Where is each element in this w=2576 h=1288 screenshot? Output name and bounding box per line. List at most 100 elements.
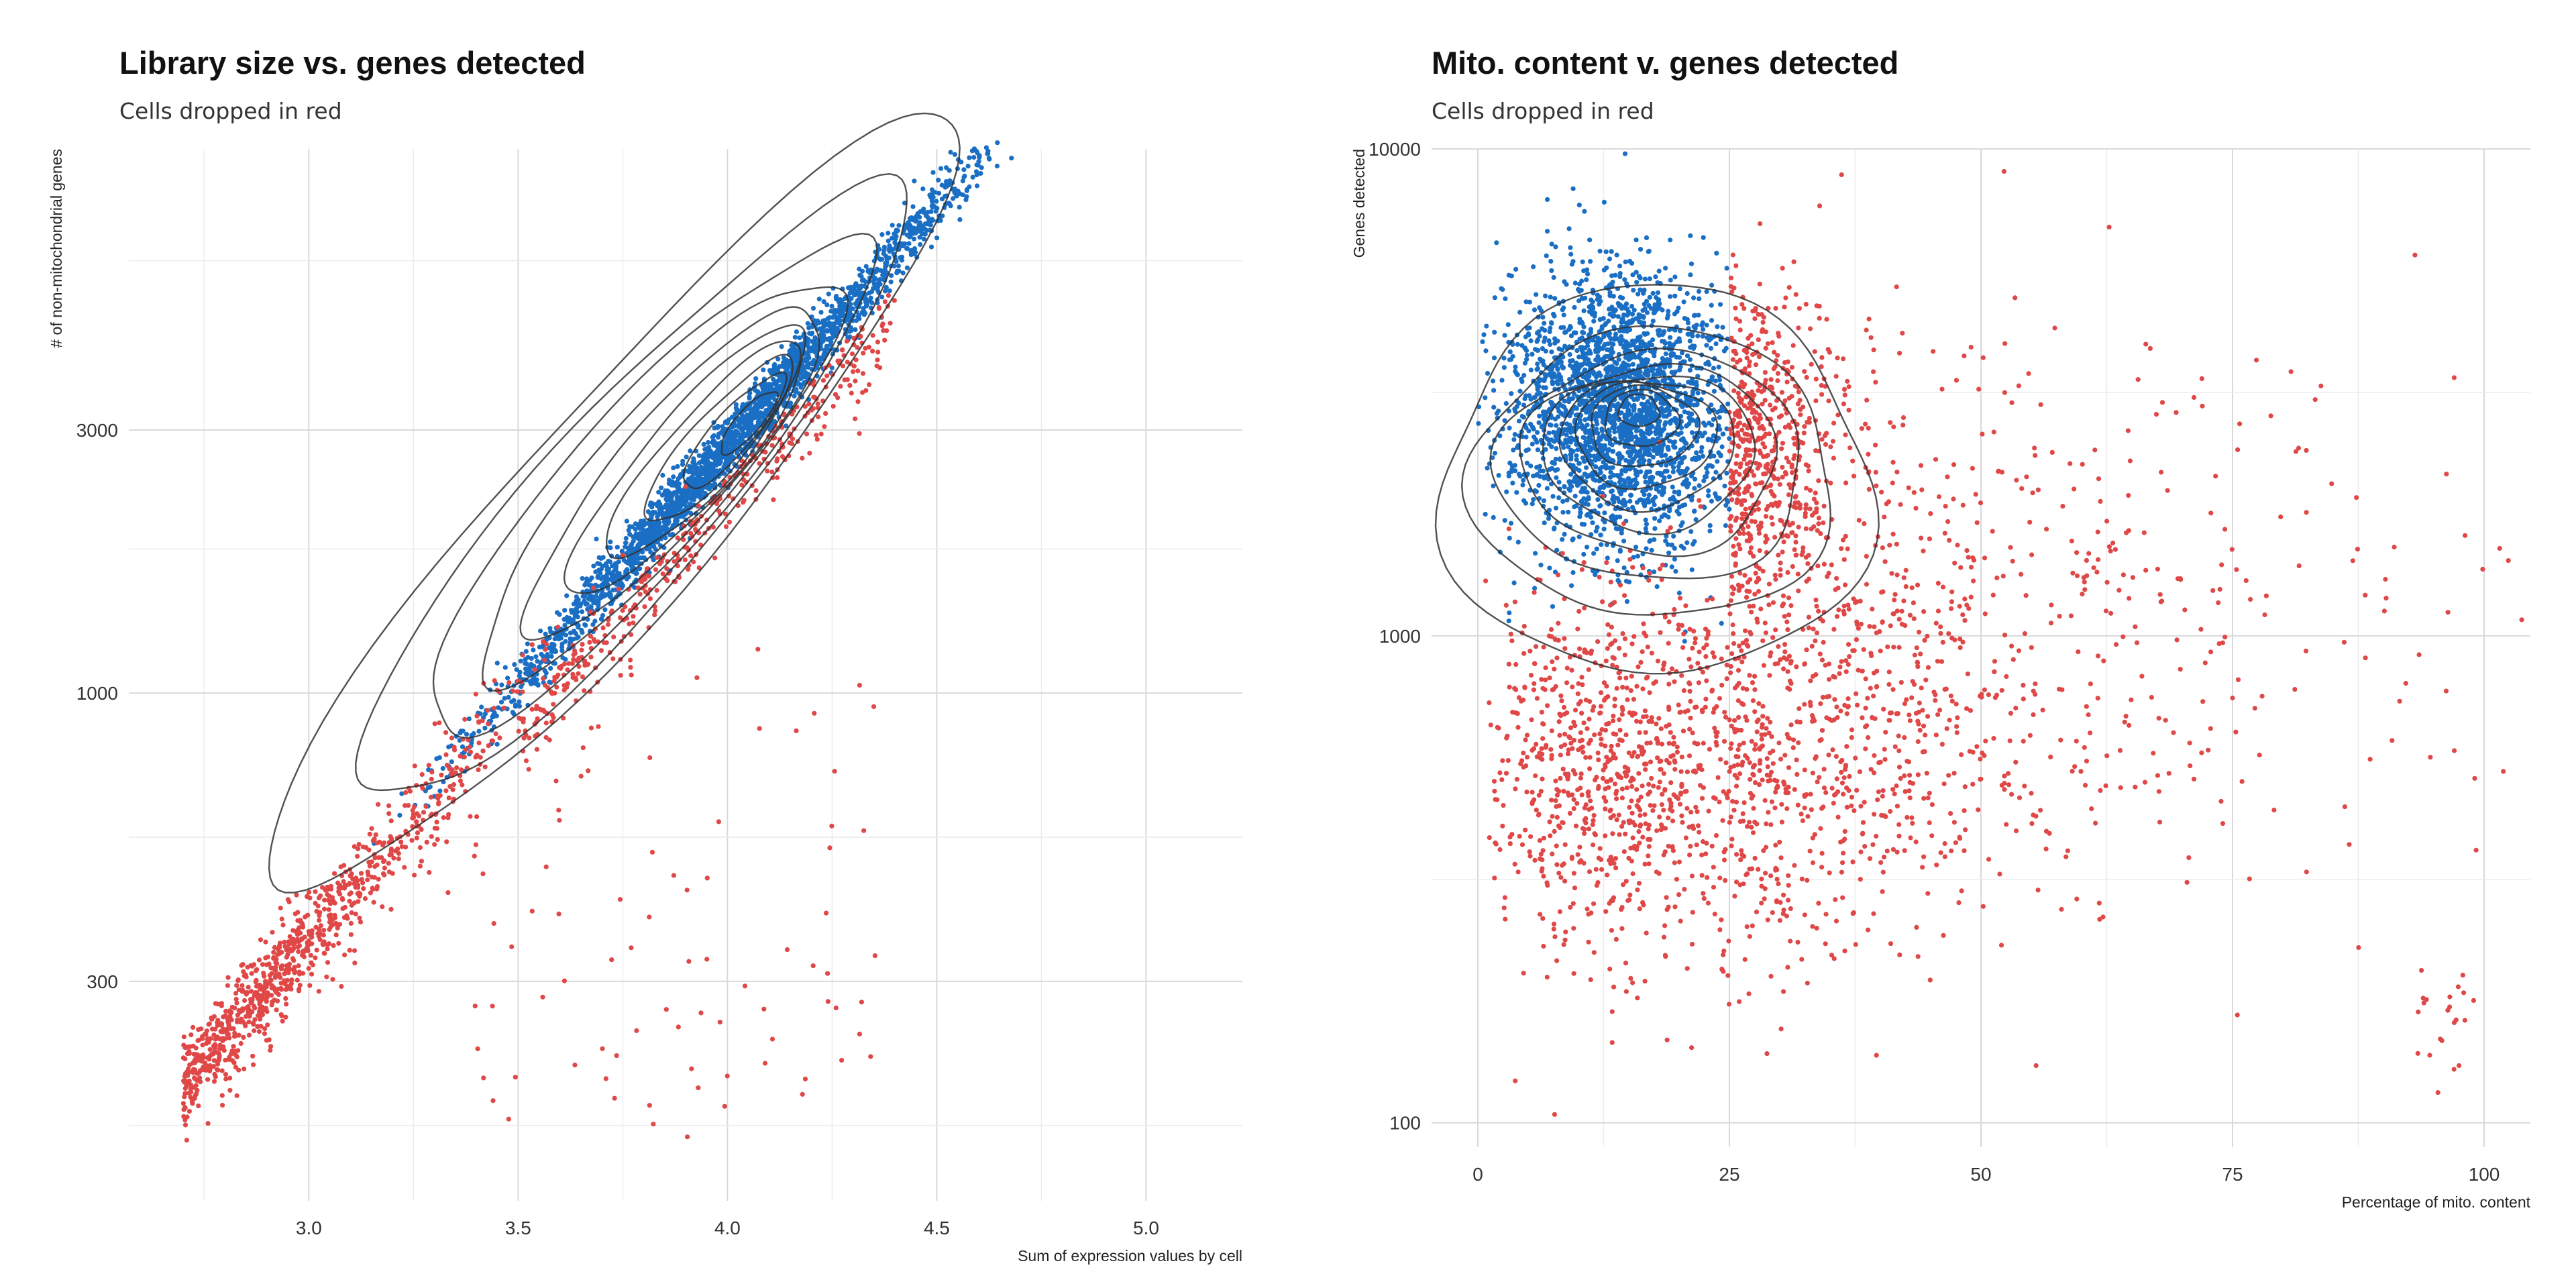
- data-point: [642, 604, 647, 610]
- data-point: [1717, 427, 1723, 432]
- data-point: [598, 648, 604, 653]
- data-point: [225, 983, 230, 988]
- data-point: [1509, 273, 1514, 278]
- data-point: [842, 377, 847, 382]
- data-point: [380, 859, 386, 865]
- data-point: [647, 1103, 652, 1108]
- data-point: [784, 423, 789, 429]
- data-point: [346, 881, 352, 887]
- data-point: [1480, 339, 1485, 344]
- data-point: [624, 519, 630, 524]
- data-point: [576, 663, 582, 669]
- data-point: [262, 973, 267, 979]
- data-point: [317, 918, 322, 923]
- data-point: [623, 540, 629, 545]
- data-point: [358, 919, 364, 924]
- data-point: [235, 1012, 240, 1018]
- data-point: [829, 303, 835, 309]
- data-point: [1485, 466, 1490, 471]
- data-point: [326, 907, 331, 912]
- data-point: [863, 297, 869, 302]
- data-point: [647, 596, 653, 602]
- data-point: [887, 288, 892, 294]
- data-point: [517, 699, 522, 704]
- data-point: [1492, 329, 1497, 335]
- data-point: [861, 312, 867, 317]
- data-point: [1524, 460, 1529, 466]
- data-point: [798, 376, 804, 382]
- data-point: [603, 1076, 608, 1081]
- data-point: [936, 191, 942, 196]
- data-point: [479, 704, 484, 710]
- data-point: [523, 671, 529, 676]
- data-point: [1517, 309, 1523, 315]
- data-point: [629, 632, 634, 637]
- data-point: [490, 1098, 496, 1104]
- data-point: [482, 764, 488, 769]
- data-point: [890, 247, 895, 252]
- data-point: [789, 441, 794, 447]
- data-point: [211, 1043, 217, 1049]
- data-point: [261, 988, 266, 994]
- data-point: [960, 192, 965, 197]
- data-point: [668, 491, 674, 496]
- data-point: [197, 1068, 203, 1073]
- data-point: [951, 196, 956, 201]
- data-point: [920, 223, 925, 229]
- data-point: [792, 393, 797, 398]
- data-point: [545, 652, 550, 657]
- data-point: [734, 439, 739, 445]
- data-point: [509, 944, 515, 949]
- data-point: [804, 351, 809, 356]
- data-point: [882, 299, 888, 305]
- data-point: [643, 540, 648, 545]
- data-point: [467, 744, 472, 750]
- data-point: [681, 500, 686, 505]
- y-tick-label: 1000: [76, 683, 118, 704]
- data-point: [1693, 517, 1699, 523]
- contour-line: [519, 306, 820, 641]
- data-point: [215, 1002, 221, 1007]
- data-point: [269, 1002, 274, 1008]
- data-point: [893, 236, 898, 241]
- data-point: [714, 443, 719, 449]
- data-point: [1701, 327, 1706, 332]
- data-point: [974, 162, 979, 168]
- data-point: [361, 886, 366, 892]
- data-point: [883, 264, 888, 269]
- data-point: [1544, 436, 1550, 441]
- data-point: [767, 406, 772, 411]
- data-point: [878, 257, 883, 262]
- data-point: [576, 597, 581, 602]
- data-point: [600, 612, 606, 619]
- data-point: [502, 665, 508, 670]
- data-point: [1647, 340, 1652, 345]
- data-point: [576, 671, 581, 676]
- data-point: [839, 1057, 845, 1063]
- data-point: [285, 897, 290, 902]
- data-point: [288, 938, 294, 944]
- data-point: [527, 735, 532, 741]
- data-point: [325, 947, 330, 952]
- data-point: [301, 954, 307, 959]
- data-point: [594, 594, 599, 599]
- data-point: [789, 342, 794, 347]
- data-point: [1506, 619, 1511, 624]
- data-point: [755, 647, 761, 652]
- data-point: [462, 716, 468, 722]
- data-point: [322, 898, 327, 903]
- data-point: [566, 661, 572, 666]
- data-point: [531, 675, 537, 680]
- data-point: [1652, 516, 1658, 521]
- data-point: [688, 448, 693, 453]
- data-point: [727, 519, 732, 525]
- data-point: [807, 450, 812, 456]
- data-point: [543, 631, 548, 637]
- contour-line: [643, 354, 794, 522]
- data-point: [877, 276, 883, 282]
- data-point: [637, 525, 643, 530]
- data-point: [802, 380, 807, 385]
- data-point: [651, 535, 656, 540]
- data-point: [523, 657, 528, 662]
- data-point: [1544, 486, 1550, 491]
